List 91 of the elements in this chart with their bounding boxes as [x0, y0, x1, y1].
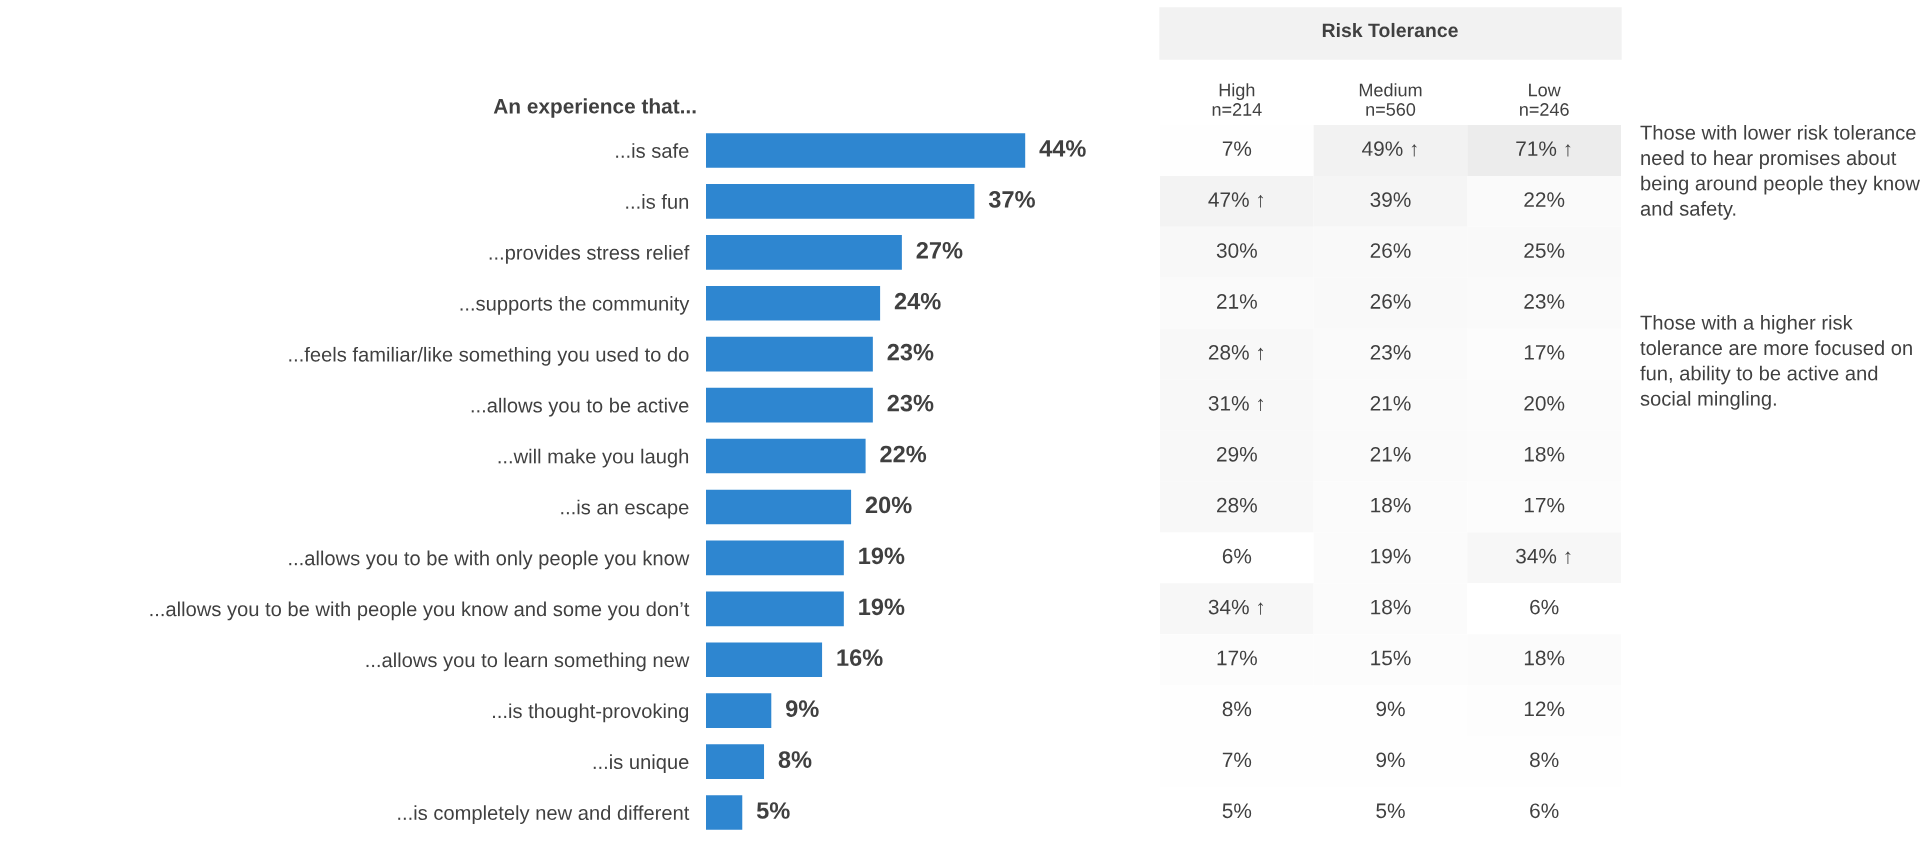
data-label: 71% ↑	[1516, 141, 1571, 157]
y-tick-label: ...is fun	[626, 194, 689, 209]
bar	[706, 489, 852, 525]
x-tick-label: Low n=246	[1520, 83, 1569, 116]
bar	[706, 795, 743, 830]
data-label: 6%	[1530, 599, 1559, 615]
data-label: 5%	[1222, 803, 1252, 819]
bar	[706, 642, 823, 678]
data-label: 23%	[1524, 294, 1565, 309]
data-label: 16%	[837, 649, 883, 667]
data-label: 24%	[894, 292, 941, 310]
bar	[706, 540, 844, 576]
data-label: 18%	[1524, 650, 1565, 666]
y-tick-label: ...allows you to be with only people you know	[289, 550, 690, 570]
data-label: 21%	[1370, 395, 1411, 411]
bar	[706, 285, 881, 321]
data-label: 7%	[1222, 752, 1252, 768]
text: Those with lower risk tolerance need to hear promises about being around people they know and safety.	[1640, 125, 1920, 220]
bar	[706, 693, 772, 728]
x-tick-label: Medium n=560	[1359, 83, 1422, 116]
bar	[706, 133, 1026, 168]
data-label: 18%	[1524, 446, 1565, 462]
data-label: 7%	[1222, 141, 1252, 156]
data-label: 39%	[1370, 192, 1411, 207]
data-label: 49% ↑	[1362, 141, 1417, 157]
data-label: 21%	[1370, 446, 1411, 462]
data-label: 23%	[887, 343, 934, 361]
data-label: 17%	[1524, 345, 1565, 360]
y-tick-label: ...is unique	[593, 754, 689, 774]
data-label: 12%	[1524, 701, 1565, 717]
y-tick-label: ...is safe	[616, 143, 689, 158]
data-label: 9%	[1376, 752, 1405, 768]
data-label: 20%	[1524, 395, 1565, 411]
data-label: 18%	[1371, 599, 1411, 615]
data-label: 9%	[786, 700, 819, 718]
data-label: 5%	[756, 802, 790, 819]
data-label: 17%	[1217, 650, 1257, 666]
data-label: 8%	[1530, 752, 1559, 768]
data-label: 19%	[859, 598, 905, 616]
data-label: 34% ↑	[1208, 599, 1264, 615]
bar	[706, 235, 902, 270]
data-label: 31% ↑	[1208, 395, 1264, 412]
data-label: 34% ↑	[1516, 548, 1571, 564]
data-label: 23%	[1370, 345, 1411, 360]
y-tick-label: ...supports the community	[460, 295, 690, 315]
text: Those with a higher risk tolerance are more focused on fun, ability to be active and social mingling.	[1640, 315, 1912, 410]
data-label: 19%	[859, 547, 905, 565]
y-tick-label: ...provides stress relief	[489, 245, 690, 264]
data-label: 15%	[1371, 650, 1411, 666]
y-tick-label: ...allows you to learn something new	[366, 652, 690, 672]
data-label: 26%	[1370, 243, 1411, 258]
data-label: 30%	[1216, 243, 1257, 258]
data-label: 22%	[880, 445, 927, 463]
data-label: 37%	[988, 191, 1035, 208]
data-label: 28% ↑	[1208, 345, 1264, 361]
y-tick-label: ...will make you laugh	[498, 448, 689, 468]
y-tick-label: ...allows you to be active	[471, 397, 689, 417]
bar	[706, 591, 844, 627]
data-label: 9%	[1376, 701, 1405, 717]
data-label: 28%	[1217, 497, 1257, 513]
data-label: 8%	[778, 751, 812, 768]
data-label: 22%	[1524, 192, 1565, 207]
data-label: 6%	[1530, 803, 1559, 819]
y-tick-label: ...is completely new and different	[398, 805, 690, 825]
chart-title: Risk Tolerance	[1322, 22, 1458, 38]
data-label: 47% ↑	[1208, 192, 1264, 208]
data-label: 18%	[1371, 497, 1411, 513]
data-label: 26%	[1370, 294, 1411, 309]
data-label: 19%	[1371, 548, 1411, 564]
data-label: 25%	[1524, 243, 1565, 258]
data-label: 44%	[1039, 140, 1086, 157]
y-tick-label: ...allows you to be with people you know and some you don’t	[150, 601, 690, 621]
x-tick-label: High n=214	[1212, 83, 1262, 116]
y-tick-label: ...is an escape	[561, 499, 689, 519]
data-label: 27%	[916, 241, 963, 259]
bar	[706, 744, 765, 779]
data-label: 8%	[1222, 701, 1252, 717]
bar	[706, 336, 873, 372]
data-label: 20%	[865, 496, 912, 514]
data-label: 21%	[1217, 294, 1257, 309]
data-label: 5%	[1376, 803, 1405, 819]
data-label: 23%	[887, 394, 934, 412]
y-tick-label: ...is thought-provoking	[493, 703, 689, 723]
data-label: 17%	[1524, 497, 1565, 513]
bar	[706, 184, 975, 219]
bar	[706, 387, 873, 423]
y-tick-label: ...feels familiar/like something you used to do	[289, 346, 689, 366]
bar	[706, 438, 866, 474]
data-label: 6%	[1222, 548, 1252, 564]
chart-title: An experience that...	[493, 98, 696, 118]
data-label: 29%	[1217, 446, 1257, 462]
